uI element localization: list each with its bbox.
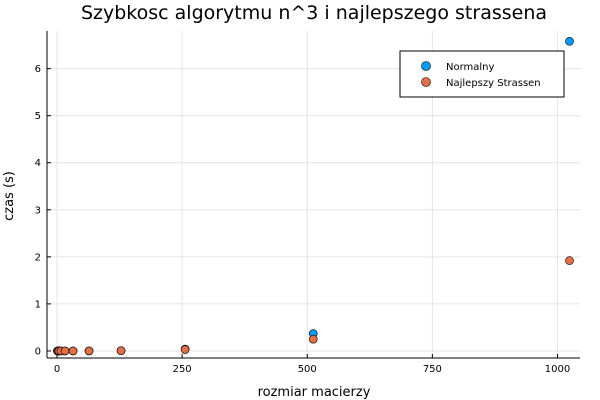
data-point <box>68 346 78 356</box>
y-tick-label: 2 <box>35 252 41 263</box>
x-axis-label: rozmiar macierzy <box>258 385 371 400</box>
data-point <box>180 345 190 354</box>
legend-label-najlepszy-strassen: Najlepszy Strassen <box>446 78 541 89</box>
legend-box <box>399 50 565 98</box>
x-tick-label: 500 <box>298 364 317 375</box>
x-tick-label: 250 <box>173 364 192 375</box>
x-tick-label: 1000 <box>545 364 570 375</box>
legend-label-normalny: Normalny <box>446 62 495 73</box>
data-point <box>60 346 70 356</box>
x-tick-labels: 0 250 500 750 1000 <box>54 364 570 375</box>
legend: Normalny Najlepszy Strassen <box>399 50 565 98</box>
y-tick-labels: 0 1 2 3 4 5 6 <box>35 64 41 357</box>
data-points <box>53 37 574 356</box>
y-tick-label: 4 <box>35 158 41 169</box>
y-tick-label: 3 <box>35 205 41 216</box>
chart-title: Szybkosc algorytmu n^3 i najlepszego str… <box>81 2 547 24</box>
data-point <box>84 346 94 356</box>
legend-marker-normalny <box>421 61 431 71</box>
y-tick-label: 0 <box>35 346 41 357</box>
y-tick-label: 6 <box>35 64 41 75</box>
y-tick-label: 1 <box>35 299 41 310</box>
data-point <box>565 256 574 265</box>
x-tick-label: 750 <box>423 364 442 375</box>
series-1 <box>53 256 574 356</box>
axes <box>46 31 580 359</box>
y-tick-label: 5 <box>35 111 41 122</box>
data-point <box>308 334 318 344</box>
data-point <box>565 37 574 46</box>
data-point <box>116 346 126 356</box>
grid <box>47 31 580 358</box>
x-tick-label: 0 <box>54 364 60 375</box>
y-axis-label: czas (s) <box>2 171 17 221</box>
legend-marker-najlepszy-strassen <box>421 77 431 87</box>
